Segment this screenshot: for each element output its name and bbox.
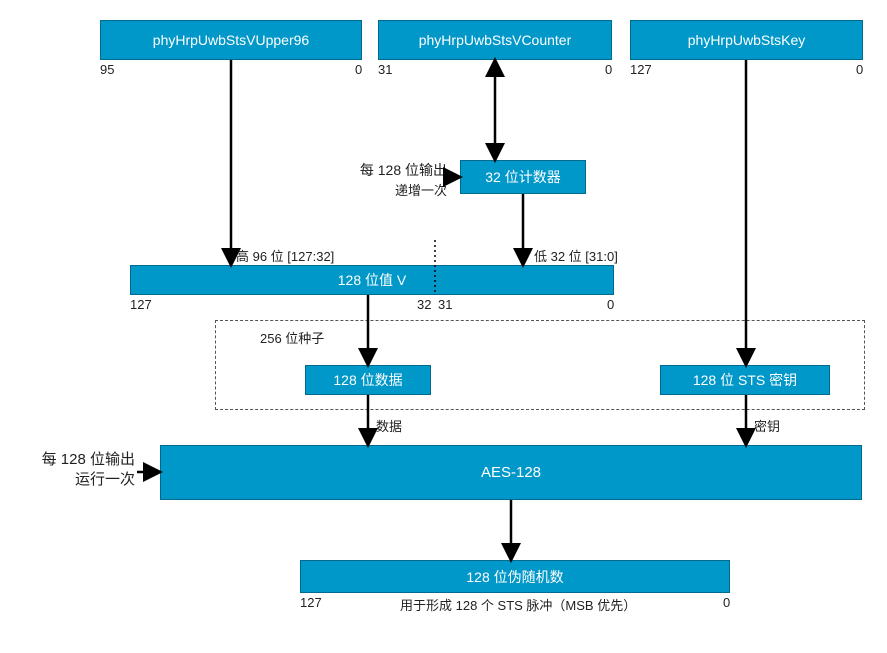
note-increment-line1: 每 128 位输出 <box>342 160 447 180</box>
label-prn-note: 用于形成 128 个 STS 脉冲（MSB 优先） <box>400 595 636 614</box>
bit-prn-right: 0 <box>723 595 730 610</box>
bit-upper96-left: 95 <box>100 62 114 77</box>
bit-v-right: 0 <box>607 297 614 312</box>
box-data128: 128 位数据 <box>305 365 431 395</box>
box-data128-label: 128 位数据 <box>333 370 402 390</box>
box-value-v-label: 128 位值 V <box>338 270 406 290</box>
bit-upper96-right: 0 <box>355 62 362 77</box>
box-key: phyHrpUwbStsKey <box>630 20 863 60</box>
box-prn: 128 位伪随机数 <box>300 560 730 593</box>
box-value-v: 128 位值 V <box>130 265 614 295</box>
box-aes: AES-128 <box>160 445 862 500</box>
note-run-line1: 每 128 位输出 <box>20 448 135 469</box>
note-run-line2: 运行一次 <box>20 468 135 489</box>
box-prn-label: 128 位伪随机数 <box>466 567 563 587</box>
box-aes-label: AES-128 <box>481 464 541 481</box>
bit-v-left: 127 <box>130 297 152 312</box>
label-seed256: 256 位种子 <box>260 328 324 347</box>
box-upper96-label: phyHrpUwbStsVUpper96 <box>153 32 309 48</box>
note-increment-line2: 递增一次 <box>342 180 447 199</box>
box-counter: 32 位计数器 <box>460 160 586 194</box>
bit-counterin-right: 0 <box>605 62 612 77</box>
bit-v-midright: 31 <box>438 297 452 312</box>
box-counter-in-label: phyHrpUwbStsVCounter <box>419 32 572 48</box>
bit-key-right: 0 <box>856 62 863 77</box>
box-counter-in: phyHrpUwbStsVCounter <box>378 20 612 60</box>
box-counter-label: 32 位计数器 <box>485 167 560 187</box>
box-key-label: phyHrpUwbStsKey <box>688 32 806 48</box>
label-data: 数据 <box>376 416 402 435</box>
box-upper96: phyHrpUwbStsVUpper96 <box>100 20 362 60</box>
box-stskey-label: 128 位 STS 密钥 <box>693 370 797 390</box>
bit-counterin-left: 31 <box>378 62 392 77</box>
bit-key-left: 127 <box>630 62 652 77</box>
label-key2: 密钥 <box>754 416 780 435</box>
box-stskey: 128 位 STS 密钥 <box>660 365 830 395</box>
bit-v-midleft: 32 <box>417 297 431 312</box>
label-low32: 低 32 位 [31:0] <box>534 246 618 265</box>
bit-prn-left: 127 <box>300 595 322 610</box>
label-high96: 高 96 位 [127:32] <box>236 246 334 265</box>
